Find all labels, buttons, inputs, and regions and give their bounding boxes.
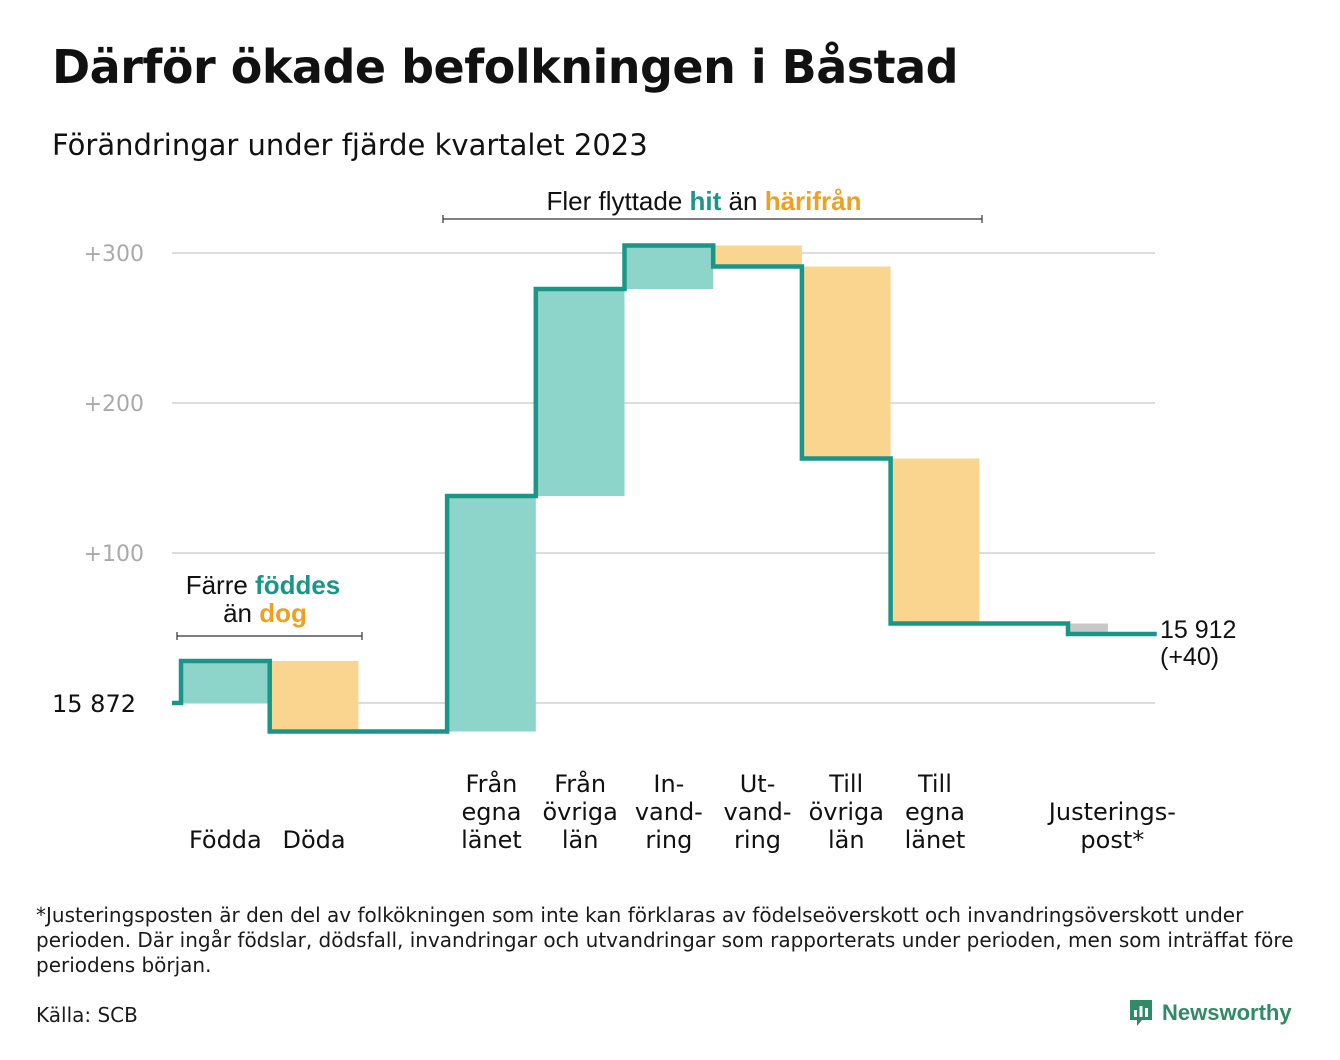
chat-bars-icon (1130, 1000, 1152, 1026)
category-label: län (562, 826, 599, 854)
category-label: vand- (635, 798, 703, 826)
start-value-label: 15 872 (52, 690, 136, 718)
annotation-migration-part: hit (690, 186, 722, 216)
annotation-natural-line2: än dog (223, 598, 307, 628)
bar-decrease (890, 458, 980, 624)
category-label: Från (554, 769, 606, 798)
category-label: län (828, 826, 865, 854)
category-label: In- (653, 770, 684, 798)
category-label: ring (734, 826, 781, 854)
category-label: Till (917, 770, 952, 798)
bar-increase (181, 661, 270, 703)
annotation-natural-line1: Färre föddes (186, 570, 341, 600)
bar-adjustment (1068, 623, 1108, 634)
y-tick-label: +100 (84, 542, 144, 567)
y-tick-label: +200 (84, 392, 144, 417)
step-line (172, 243, 1157, 734)
category-label: övriga (809, 798, 884, 826)
category-label: Födda (189, 826, 262, 854)
source-note: Källa: SCB (36, 1003, 138, 1027)
bar-increase (447, 496, 536, 732)
brand-logo: Newsworthy (1128, 998, 1292, 1028)
category-label: Justerings- (1047, 798, 1176, 826)
y-tick-label: +300 (84, 242, 144, 267)
bar-decrease (713, 245, 802, 267)
bars (181, 245, 1108, 732)
category-label: ring (645, 826, 692, 854)
annotation-natural-line1-part: föddes (255, 570, 340, 600)
category-label: länet (461, 826, 522, 854)
category-label: Döda (282, 826, 345, 854)
category-label: vand- (724, 798, 792, 826)
chart-subtitle: Förändringar under fjärde kvartalet 2023 (52, 128, 648, 162)
category-label: övriga (542, 798, 617, 826)
annotation-migration-part: än (721, 186, 764, 216)
annotation-migration-part: härifrån (765, 186, 862, 216)
step-line-group (172, 243, 1157, 734)
category-label: egna (905, 798, 965, 826)
bar-increase (624, 245, 714, 289)
annotation-natural-line2-part: dog (259, 598, 307, 628)
footnote: *Justeringsposten är den del av folkökni… (36, 903, 1294, 977)
bar-decrease (801, 266, 891, 459)
category-label: Från (466, 769, 518, 798)
chart-title: Därför ökade befolkningen i Båstad (52, 40, 959, 94)
category-label: post* (1080, 826, 1144, 854)
annotation-natural-line1-part: Färre (186, 570, 255, 600)
end-value-label: (+40) (1160, 643, 1219, 671)
brand-name: Newsworthy (1162, 1000, 1292, 1025)
bar-decrease (269, 661, 359, 732)
end-value-label: 15 912 (1160, 616, 1236, 644)
bar-increase (535, 289, 625, 496)
category-label: Ut- (740, 770, 776, 798)
category-label: egna (461, 798, 521, 826)
category-label: länet (905, 826, 966, 854)
category-label: Till (828, 770, 863, 798)
annotation-natural-line2-part: än (223, 598, 259, 628)
annotation-migration: Fler flyttade hit än härifrån (546, 186, 861, 216)
annotation-migration-part: Fler flyttade (546, 186, 689, 216)
